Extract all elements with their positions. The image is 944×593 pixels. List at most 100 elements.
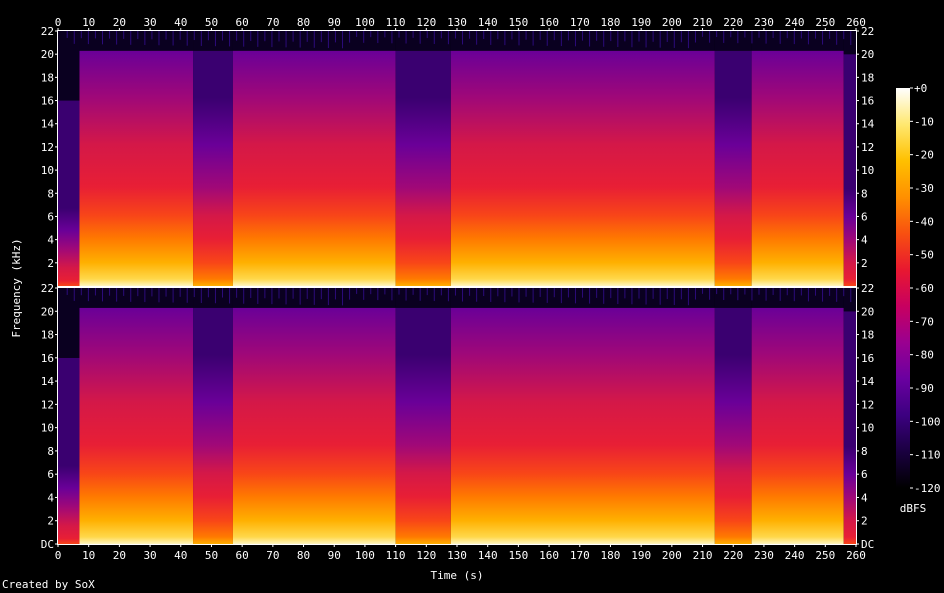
channel-1-segment-9-headroom [843, 31, 856, 55]
x-tick-label-bottom: 220 [723, 549, 743, 562]
y-tick-label-right: 16 [861, 95, 874, 108]
x-tick-label-bottom: 110 [386, 549, 406, 562]
channel-2-segment-2 [79, 307, 194, 544]
y-tick-label-right: 2 [861, 515, 868, 528]
colorbar-tick-label: -20 [914, 149, 934, 162]
colorbar-tick-label: -40 [914, 215, 934, 228]
x-tick-label-top: 50 [205, 16, 218, 29]
channel-1-segment-7 [714, 50, 752, 286]
channel-2-segment-3-headroom [193, 288, 233, 308]
x-tick-label-bottom: 60 [236, 549, 249, 562]
x-tick-label-bottom: 190 [631, 549, 651, 562]
x-tick-label-bottom: 90 [328, 549, 341, 562]
x-tick-label-bottom: 50 [205, 549, 218, 562]
x-tick-label-top: 170 [570, 16, 590, 29]
colorbar-tick-label: -50 [914, 249, 934, 262]
y-tick-label-left: 12 [41, 398, 54, 411]
channel-2-segment-1 [58, 357, 80, 544]
x-tick-label-top: 210 [693, 16, 713, 29]
channel-2-segment-7-headroom [714, 288, 752, 308]
channel-2-segment-3 [193, 307, 233, 544]
x-tick-label-top: 260 [846, 16, 866, 29]
x-tick-label-bottom: 180 [601, 549, 621, 562]
x-tick-label-top: 190 [631, 16, 651, 29]
x-tick-label-bottom: 160 [539, 549, 559, 562]
x-tick-label-bottom: 240 [785, 549, 805, 562]
colorbar-tick-label: -100 [914, 415, 941, 428]
channel-2-segment-6 [450, 307, 715, 544]
y-tick-label-right: 6 [861, 210, 868, 223]
y-tick-label-left: 16 [41, 95, 54, 108]
y-tick-label-left: 10 [41, 164, 54, 177]
y-tick-label-right: 18 [861, 329, 874, 342]
y-tick-label-left: 14 [41, 118, 55, 131]
channel-1-segment-1-headroom [58, 31, 80, 101]
channel-2-segment-6-headroom [450, 288, 715, 308]
colorbar-tick-label: -60 [914, 282, 934, 295]
channel-2-segment-8 [751, 307, 844, 544]
channel-1-segment-2 [79, 50, 194, 286]
y-tick-label-right: 20 [861, 48, 874, 61]
channel-1-segment-2-headroom [79, 31, 194, 51]
x-tick-label-bottom: 170 [570, 549, 590, 562]
channel-2-segment-7 [714, 307, 752, 544]
y-tick-label-left: 6 [47, 210, 54, 223]
x-tick-label-top: 130 [447, 16, 467, 29]
x-tick-label-bottom: 230 [754, 549, 774, 562]
x-tick-label-bottom: 200 [662, 549, 682, 562]
x-tick-label-top: 200 [662, 16, 682, 29]
channel-1-segment-8 [751, 50, 844, 286]
y-tick-label-left: 12 [41, 141, 54, 154]
x-axis-label: Time (s) [431, 569, 484, 582]
x-tick-label-bottom: 260 [846, 549, 866, 562]
x-tick-label-top: 120 [416, 16, 436, 29]
y-tick-label-right: 14 [861, 118, 875, 131]
y-tick-label-right: 20 [861, 305, 874, 318]
y-tick-label-left: 4 [47, 491, 54, 504]
x-tick-label-bottom: 150 [508, 549, 528, 562]
y-tick-label-right: 8 [861, 445, 868, 458]
x-tick-label-top: 230 [754, 16, 774, 29]
x-tick-label-top: 0 [55, 16, 62, 29]
y-tick-label-right: 22 [861, 25, 874, 38]
x-tick-label-bottom: 100 [355, 549, 375, 562]
x-tick-label-bottom: 70 [266, 549, 279, 562]
x-tick-label-top: 60 [236, 16, 249, 29]
x-tick-label-top: 140 [478, 16, 498, 29]
y-tick-label-left: 8 [47, 187, 54, 200]
channel-1-segment-6 [450, 50, 715, 286]
x-tick-label-top: 250 [815, 16, 835, 29]
x-tick-label-bottom: 120 [416, 549, 436, 562]
colorbar-unit-label: dBFS [900, 502, 927, 515]
x-tick-label-top: 240 [785, 16, 805, 29]
y-tick-label-right: 10 [861, 422, 874, 435]
x-tick-label-top: 110 [386, 16, 406, 29]
y-tick-label-left: 10 [41, 422, 54, 435]
x-tick-label-bottom: 210 [693, 549, 713, 562]
y-tick-label-right: 14 [861, 375, 875, 388]
y-axis-label: Frequency (kHz) [10, 238, 23, 337]
x-tick-label-bottom: 30 [143, 549, 156, 562]
colorbar-tick-label: -120 [914, 482, 941, 495]
y-tick-label-right: 22 [861, 282, 874, 295]
y-tick-label-right: 12 [861, 141, 874, 154]
y-tick-label-left: DC [41, 538, 54, 551]
channel-2-segment-9 [843, 311, 856, 544]
channel-1-segment-3 [193, 50, 233, 286]
x-tick-label-top: 150 [508, 16, 528, 29]
colorbar-tick-label: -70 [914, 315, 934, 328]
colorbar-tick-label: -10 [914, 115, 934, 128]
y-tick-label-right: 10 [861, 164, 874, 177]
channel-2-segment-4 [232, 307, 396, 544]
x-tick-label-bottom: 0 [55, 549, 62, 562]
channel-1-segment-4 [232, 50, 396, 286]
x-tick-label-top: 160 [539, 16, 559, 29]
y-tick-label-right: 4 [861, 234, 868, 247]
x-tick-label-top: 180 [601, 16, 621, 29]
colorbar-tick-label: -90 [914, 382, 934, 395]
y-tick-label-left: 2 [47, 257, 54, 270]
y-tick-label-left: 22 [41, 282, 54, 295]
channel-2-segment-2-headroom [79, 288, 194, 308]
x-tick-label-top: 220 [723, 16, 743, 29]
